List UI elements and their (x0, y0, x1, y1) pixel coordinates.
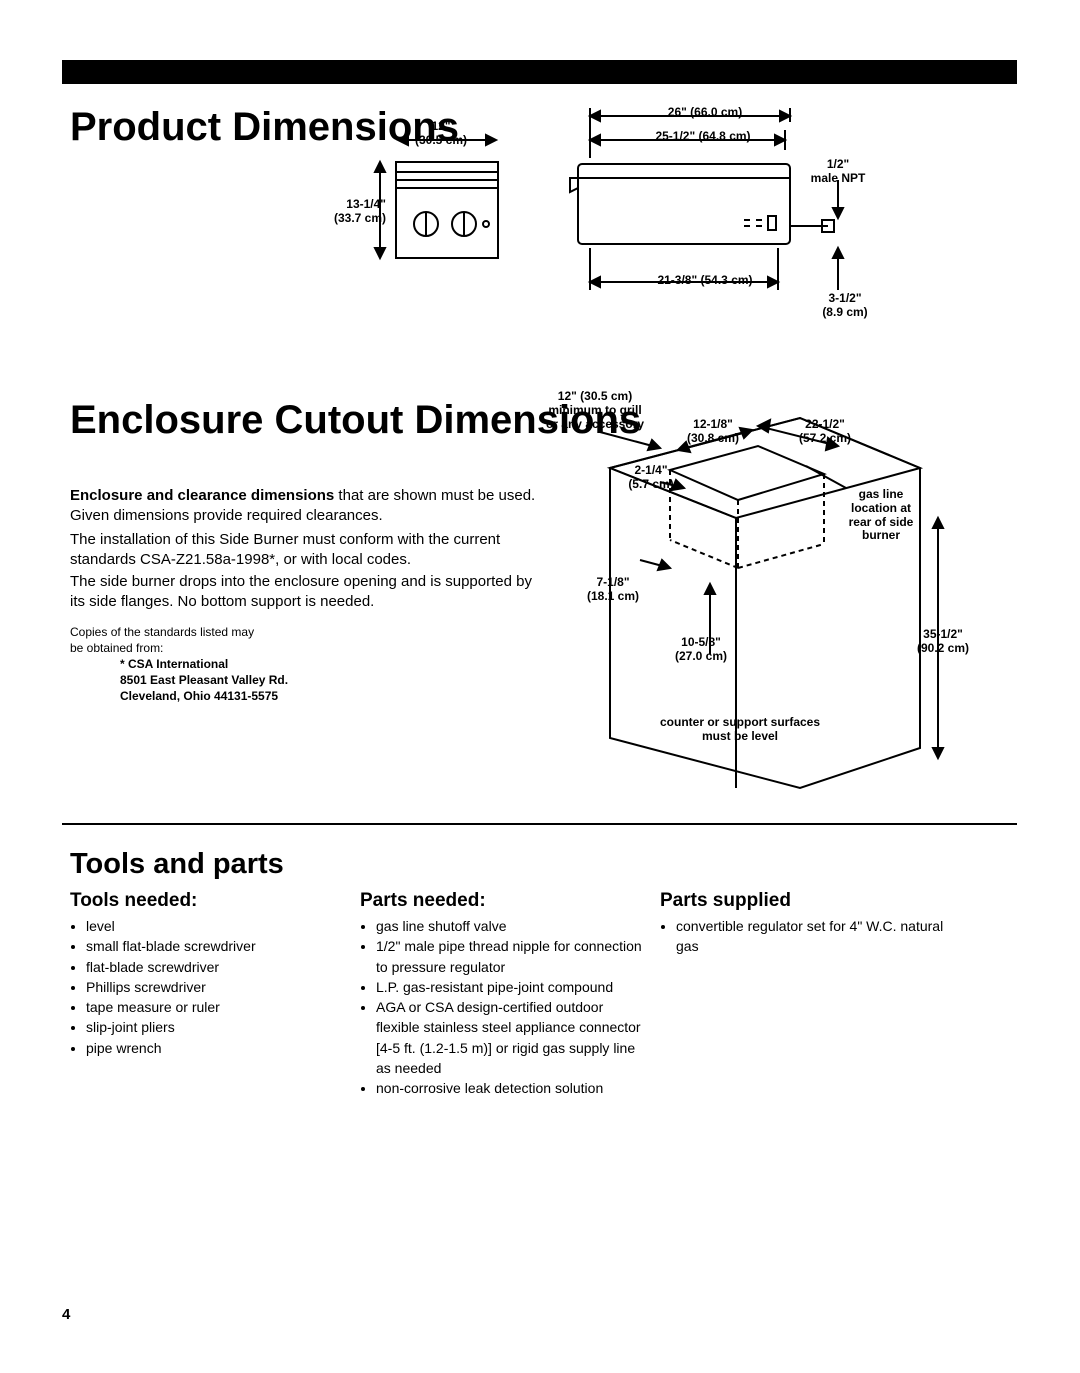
enclosure-para-1: Enclosure and clearance dimensions that … (70, 486, 540, 527)
parts-needed-heading: Parts needed: (360, 890, 486, 912)
dim-height-label: 13-1/4"(33.7 cm) (316, 198, 386, 226)
parts-needed-list: gas line shutoff valve1/2" male pipe thr… (360, 916, 646, 1099)
dim-gap-label: 3-1/2"(8.9 cm) (810, 292, 880, 320)
list-item: flat-blade screwdriver (86, 957, 336, 977)
list-item: Phillips screwdriver (86, 977, 336, 997)
list-item: AGA or CSA design-certified outdoor flex… (376, 997, 646, 1078)
dim-npt-label: 1/2"male NPT (798, 158, 878, 186)
dim-26-label: 26" (66.0 cm) (640, 106, 770, 120)
enclosure-para-3: The side burner drops into the enclosure… (70, 572, 540, 613)
list-item: slip-joint pliers (86, 1017, 336, 1037)
page-number: 4 (62, 1306, 70, 1323)
page: Product Dimensions 12"(30.5 cm) (0, 0, 1080, 1373)
tools-parts-heading: Tools and parts (70, 848, 284, 881)
parts-supplied-list: convertible regulator set for 4" W.C. na… (660, 916, 956, 957)
dim-7-label: 7-1/8"(18.1 cm) (580, 576, 646, 604)
list-item: pipe wrench (86, 1038, 336, 1058)
level-note-label: counter or support surfacesmust be level (640, 716, 840, 744)
tools-needed-heading: Tools needed: (70, 890, 197, 912)
dim-22-label: 22-1/2"(57.2 cm) (790, 418, 860, 446)
dim-2-label: 2-1/4"(5.7 cm) (618, 464, 684, 492)
list-item: L.P. gas-resistant pipe-joint compound (376, 977, 646, 997)
list-item: gas line shutoff valve (376, 916, 646, 936)
list-item: non-corrosive leak detection solution (376, 1078, 646, 1098)
list-item: small flat-blade screwdriver (86, 936, 336, 956)
dim-width-label: 12"(30.5 cm) (396, 120, 486, 148)
list-item: tape measure or ruler (86, 997, 336, 1017)
section-divider (62, 823, 1017, 825)
parts-supplied-heading: Parts supplied (660, 890, 791, 912)
tools-list: levelsmall flat-blade screwdriverflat-bl… (70, 916, 336, 1058)
top-black-bar (62, 60, 1017, 84)
list-item: convertible regulator set for 4" W.C. na… (676, 916, 956, 957)
enclosure-para-2: The installation of this Side Burner mus… (70, 530, 540, 571)
list-item: 1/2" male pipe thread nipple for connect… (376, 936, 646, 977)
list-item: level (86, 916, 336, 936)
dim-12-label: 12-1/8"(30.8 cm) (678, 418, 748, 446)
dim-25-label: 25-1/2" (64.8 cm) (628, 130, 778, 144)
gas-line-label: gas linelocation atrear of sideburner (836, 488, 926, 543)
dim-min-label: 12" (30.5 cm)minimum to grillor any acce… (540, 390, 650, 431)
csa-address: * CSA International8501 East Pleasant Va… (120, 656, 288, 705)
dim-10-label: 10-5/8"(27.0 cm) (666, 636, 736, 664)
copies-note: Copies of the standards listed maybe obt… (70, 624, 254, 656)
dim-35-label: 35-1/2"(90.2 cm) (910, 628, 976, 656)
dim-21-label: 21-3/8" (54.3 cm) (630, 274, 780, 288)
